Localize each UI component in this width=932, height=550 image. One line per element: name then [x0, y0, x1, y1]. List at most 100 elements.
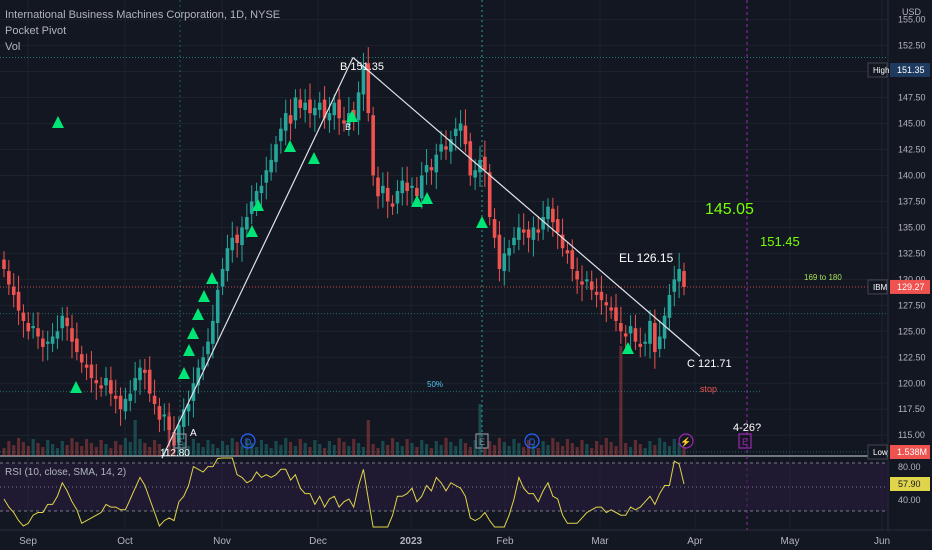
candle-body	[70, 328, 74, 342]
candle-body	[254, 191, 259, 204]
volume-bar	[89, 443, 94, 456]
volume-bar	[585, 444, 589, 456]
candle-body	[206, 341, 210, 355]
candle-body	[502, 253, 507, 272]
low-tag-label-box	[867, 444, 888, 460]
rsi-value-box	[890, 477, 930, 491]
volume-bar	[570, 443, 574, 456]
volume-bar	[415, 447, 419, 456]
volume-bar	[468, 447, 472, 456]
candle-body	[361, 66, 366, 95]
dividend-d-label: D	[245, 437, 252, 447]
volume-bar	[114, 441, 118, 456]
indicator-vol[interactable]: Vol	[5, 41, 21, 53]
candle-body	[94, 380, 99, 384]
volume-bar	[342, 442, 346, 456]
candle-body	[366, 63, 371, 114]
volume-bar	[614, 446, 618, 456]
candle-body	[2, 259, 6, 269]
candle-body	[133, 378, 137, 391]
candle-body	[31, 326, 35, 329]
volume-bar	[191, 439, 196, 456]
volume-bar	[65, 445, 69, 456]
indicator-pocket-pivot[interactable]: Pocket Pivot	[5, 25, 67, 37]
volume-bar	[308, 447, 312, 456]
earnings-future-e-marker[interactable]	[738, 433, 752, 449]
split-bolt-marker[interactable]	[678, 433, 694, 449]
candle-body	[225, 248, 230, 272]
volume-bar	[26, 446, 30, 456]
candle-body	[662, 315, 667, 339]
volume-bar	[512, 439, 516, 456]
pocket-pivot-triangle	[52, 116, 64, 128]
candle-body	[458, 123, 463, 131]
y-tick-label: 127.50	[898, 300, 926, 310]
pocket-pivot-triangle	[70, 381, 82, 393]
candle-body	[157, 406, 162, 420]
volume-bar	[667, 446, 672, 456]
volume-bar	[454, 446, 458, 456]
candle-body	[342, 120, 346, 124]
volume-bar	[230, 438, 234, 456]
candle-body	[211, 320, 215, 344]
volume-bar	[216, 448, 220, 456]
volume-bar	[55, 448, 60, 456]
candle-body	[667, 294, 672, 318]
y-tick-label: 125.00	[898, 326, 926, 336]
earnings-e-marker[interactable]	[173, 433, 187, 449]
candle-body	[138, 367, 142, 381]
volume-bar	[264, 444, 268, 456]
last-tag-value: 129.27	[897, 282, 925, 292]
volume-bar	[322, 448, 327, 456]
volume-bar	[677, 443, 681, 456]
candle-body	[264, 170, 269, 183]
x-tick-label: Sep	[19, 536, 37, 547]
dividend-d-marker[interactable]	[524, 433, 540, 449]
earnings-e-marker[interactable]	[475, 433, 489, 449]
volume-bar	[220, 441, 225, 456]
rsi-line	[3, 457, 685, 528]
volume-bar	[604, 438, 608, 456]
candle-body	[60, 315, 65, 329]
label-point-b: B 151.35	[340, 61, 384, 73]
candle-body	[293, 97, 298, 121]
volume-bar	[395, 442, 400, 456]
label-low: 112.80	[160, 448, 190, 459]
volume-bar	[337, 438, 341, 456]
candle-body	[521, 229, 526, 233]
y-tick-label: 152.50	[898, 41, 926, 51]
candle-body	[395, 191, 400, 204]
candle-body	[643, 341, 647, 344]
dividend-d-marker[interactable]	[240, 433, 256, 449]
volume-bar	[497, 438, 502, 456]
volume-bar	[211, 444, 215, 456]
volume-bar	[386, 445, 390, 456]
pocket-pivot-triangle	[183, 344, 195, 356]
candle-body	[444, 146, 448, 150]
volume-bar	[590, 448, 594, 456]
candle-body	[143, 369, 147, 373]
candle-body	[546, 206, 550, 220]
volume-bar	[80, 446, 84, 456]
candle-body	[104, 378, 108, 386]
x-tick-label: Oct	[117, 536, 133, 547]
volume-bar	[70, 438, 74, 456]
rsi-label[interactable]: RSI (10, close, SMA, 14, 2)	[5, 467, 126, 478]
candle-body	[677, 268, 681, 282]
candle-body	[419, 175, 424, 199]
candle-body	[415, 187, 419, 197]
high-tag-value-box	[890, 63, 930, 77]
volume-bar	[541, 441, 545, 456]
trendline-b-c	[352, 57, 701, 357]
candle-body	[26, 322, 31, 332]
pocket-pivot-triangle	[284, 140, 296, 152]
candle-body	[371, 115, 375, 176]
pocket-pivot-triangle	[411, 195, 423, 207]
last-tag-value-box	[890, 279, 930, 294]
volume-bar	[31, 439, 35, 456]
candle-body	[653, 322, 657, 353]
volume-bar	[143, 443, 147, 456]
candle-body	[541, 217, 545, 230]
rsi-tick-label: 40.00	[898, 495, 921, 505]
